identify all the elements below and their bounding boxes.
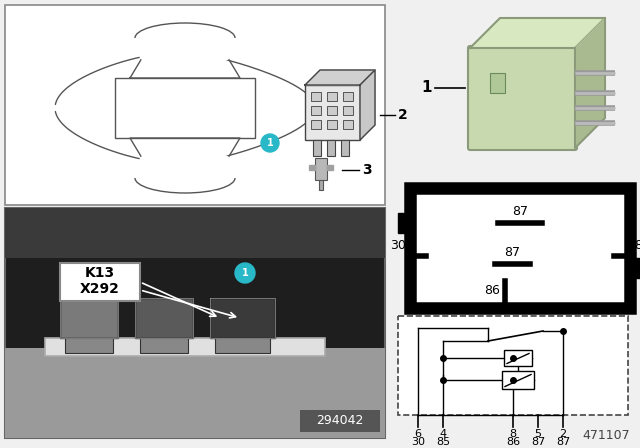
Text: 2: 2 [559,429,566,439]
Bar [60,263,140,301]
Bar [343,106,353,115]
Circle shape [261,134,279,152]
Text: K13: K13 [85,266,115,280]
Ellipse shape [43,104,57,112]
Text: 30: 30 [390,239,406,252]
Polygon shape [470,18,605,48]
Text: 294042: 294042 [316,414,364,427]
Ellipse shape [140,150,230,170]
Text: 1: 1 [242,268,248,278]
Bar [140,338,188,353]
Bar [504,350,532,366]
Text: 3: 3 [362,163,372,177]
Bar [502,371,534,389]
Text: 86: 86 [506,437,520,447]
Text: 4: 4 [440,429,447,439]
Bar [311,120,321,129]
Ellipse shape [303,104,317,112]
Bar [319,180,323,190]
Bar [65,338,113,353]
FancyBboxPatch shape [468,46,577,150]
Text: 8: 8 [509,429,516,439]
Text: 86: 86 [484,284,500,297]
Text: X292: X292 [80,282,120,296]
Bar [628,258,640,278]
Bar [305,85,360,140]
Circle shape [235,263,255,283]
Bar [327,120,337,129]
Text: 2: 2 [398,108,408,122]
Text: 30: 30 [411,437,425,447]
Bar [327,140,335,156]
Text: 1: 1 [267,138,273,148]
Ellipse shape [140,46,230,66]
Bar [5,5,385,205]
Bar [5,348,385,438]
Bar [490,73,505,93]
Bar [398,213,412,233]
Text: 87: 87 [504,246,520,259]
Bar [311,106,321,115]
Text: 85: 85 [634,239,640,252]
Bar [115,78,255,138]
Bar [5,208,385,258]
Bar [311,92,321,101]
Bar [135,298,193,338]
Text: 5: 5 [534,429,541,439]
Bar [343,92,353,101]
Bar [210,298,275,338]
Bar [410,188,630,308]
Bar [60,298,118,338]
Bar [315,158,327,180]
Polygon shape [305,70,375,85]
Text: 1: 1 [422,81,432,95]
Text: 85: 85 [436,437,450,447]
Bar [45,338,325,356]
Polygon shape [575,18,605,148]
Bar [5,208,385,438]
FancyArrow shape [327,165,333,171]
Text: 87: 87 [512,205,528,218]
Bar [341,140,349,156]
Polygon shape [360,70,375,140]
Bar [313,140,321,156]
Bar [327,92,337,101]
Bar [300,410,380,432]
Bar [327,106,337,115]
Bar [215,338,270,353]
Bar [343,120,353,129]
Text: 471107: 471107 [582,429,630,442]
Bar [398,316,628,415]
Text: 87: 87 [531,437,545,447]
FancyArrow shape [309,165,315,171]
Text: 87: 87 [556,437,570,447]
Text: 6: 6 [415,429,422,439]
